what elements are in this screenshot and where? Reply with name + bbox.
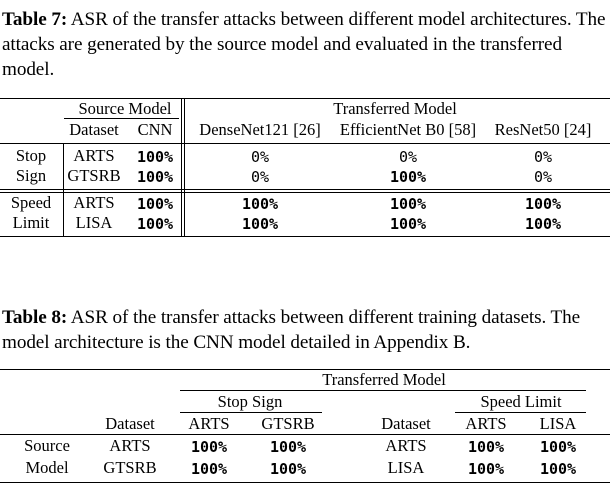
table8-caption-label: Table 8: bbox=[2, 307, 68, 328]
table7-group-label: Stop bbox=[15, 146, 47, 165]
table7-resnet-cell: 100% bbox=[524, 195, 562, 213]
table8-right-dataset-header: Dataset bbox=[381, 414, 431, 433]
table8-left-dataset-cell: ARTS bbox=[109, 436, 151, 455]
table8-right-col1-header: ARTS bbox=[465, 414, 507, 433]
table7-resnet-cell: 100% bbox=[524, 215, 562, 233]
table7-cnn-cell: 100% bbox=[136, 195, 174, 213]
table7-caption: Table 7: ASR of the transfer attacks bet… bbox=[2, 7, 608, 82]
table7-efficientnet-cell: 100% bbox=[389, 168, 427, 186]
table7-densenet-cell: 0% bbox=[250, 148, 270, 166]
table8-left-v2-cell: 100% bbox=[269, 460, 307, 478]
table7-densenet-cell: 100% bbox=[241, 215, 279, 233]
table8-right-dataset-cell: ARTS bbox=[385, 436, 427, 455]
table7-group-label: Speed bbox=[10, 193, 52, 212]
table7-caption-label: Table 7: bbox=[2, 9, 68, 30]
table7-top-rule bbox=[0, 98, 610, 99]
table8-left-dataset-cell: GTSRB bbox=[103, 458, 157, 477]
table7-source-cmidrule bbox=[64, 118, 179, 119]
table8-row-label: Model bbox=[25, 458, 69, 477]
table8-left-v1-cell: 100% bbox=[190, 438, 228, 456]
table7-bottom-rule bbox=[0, 236, 610, 237]
table7-vrule bbox=[184, 98, 185, 236]
table8-header-rule bbox=[0, 434, 610, 435]
table7-resnet-cell: 0% bbox=[533, 148, 553, 166]
table8-left-dataset-header: Dataset bbox=[105, 414, 155, 433]
table7-cnn-cell: 100% bbox=[136, 148, 174, 166]
table7-group-rule bbox=[0, 192, 610, 193]
table8-left-v2-cell: 100% bbox=[269, 438, 307, 456]
table7-efficientnet-cell: 0% bbox=[398, 148, 418, 166]
table8-right-v2-cell: 100% bbox=[539, 460, 577, 478]
table8-row-label: Source bbox=[24, 436, 70, 455]
table8-right-dataset-cell: LISA bbox=[387, 458, 425, 477]
table7-densenet-cell: 100% bbox=[241, 195, 279, 213]
table8-right-v2-cell: 100% bbox=[539, 438, 577, 456]
table7-dataset-cell: ARTS bbox=[73, 146, 115, 165]
table8-stop-sign-header: Stop Sign bbox=[217, 392, 283, 411]
table8-stop-sign-cmidrule bbox=[180, 412, 322, 413]
table8-right-col2-header: LISA bbox=[539, 414, 577, 433]
table8-speed-limit-header: Speed Limit bbox=[480, 392, 562, 411]
table8-caption-text: ASR of the transfer attacks between diff… bbox=[2, 307, 581, 353]
table7-efficientnet-cell: 100% bbox=[389, 195, 427, 213]
table7-col-densenet: DenseNet121 [26] bbox=[199, 120, 321, 139]
table7-source-model-header: Source Model bbox=[78, 99, 172, 118]
table8-left-col2-header: GTSRB bbox=[261, 414, 315, 433]
table7-caption-text: ASR of the transfer attacks between diff… bbox=[2, 9, 606, 80]
table7-col-resnet: ResNet50 [24] bbox=[494, 120, 592, 139]
table8-transferred-cmidrule bbox=[180, 390, 586, 391]
table7-group-rule bbox=[0, 189, 610, 190]
table7-cnn-cell: 100% bbox=[136, 168, 174, 186]
table7-densenet-cell: 0% bbox=[250, 168, 270, 186]
table7-dataset-cell: LISA bbox=[75, 213, 113, 232]
table7-efficientnet-cell: 100% bbox=[389, 215, 427, 233]
table7-dataset-cell: GTSRB bbox=[67, 166, 121, 185]
table8-speed-limit-cmidrule bbox=[455, 412, 586, 413]
table7-vrule bbox=[181, 98, 182, 236]
table8-right-v1-cell: 100% bbox=[467, 460, 505, 478]
table8-caption: Table 8: ASR of the transfer attacks bet… bbox=[2, 305, 608, 355]
table8-right-v1-cell: 100% bbox=[467, 438, 505, 456]
table7-cnn-cell: 100% bbox=[136, 215, 174, 233]
table7-header-rule bbox=[0, 143, 610, 144]
table7-transferred-model-header: Transferred Model bbox=[333, 99, 457, 118]
table7-resnet-cell: 0% bbox=[533, 168, 553, 186]
table7-group-label: Limit bbox=[12, 213, 50, 232]
table7-col-efficientnet: EfficientNet B0 [58] bbox=[339, 120, 477, 139]
table8-transferred-model-header: Transferred Model bbox=[322, 370, 446, 389]
table7-vrule bbox=[63, 143, 64, 236]
table8-left-col1-header: ARTS bbox=[188, 414, 230, 433]
table8-top-rule bbox=[0, 369, 610, 370]
table7-col-dataset: Dataset bbox=[69, 120, 119, 139]
table7-dataset-cell: ARTS bbox=[73, 193, 115, 212]
table8-bottom-rule bbox=[0, 482, 610, 483]
table8-left-v1-cell: 100% bbox=[190, 460, 228, 478]
table7-group-label: Sign bbox=[15, 166, 47, 185]
table7-col-cnn: CNN bbox=[137, 120, 173, 139]
